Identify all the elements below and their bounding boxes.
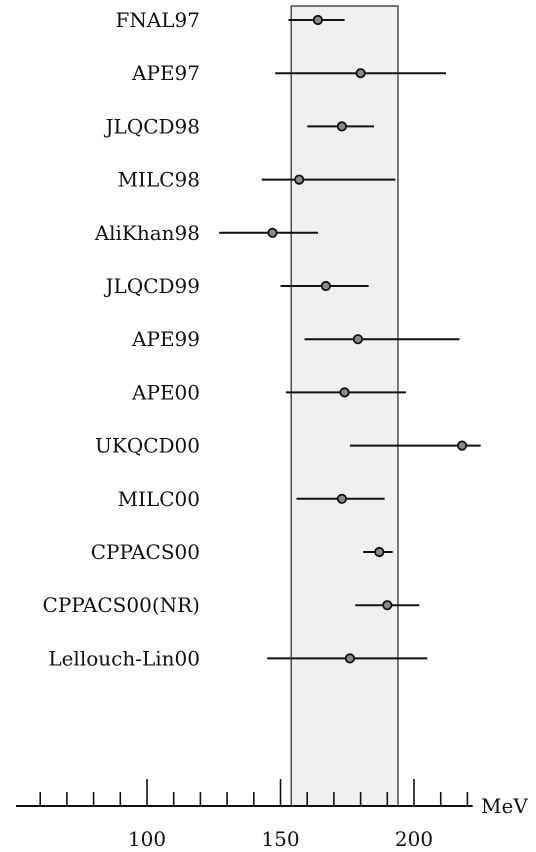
data-point xyxy=(336,493,348,504)
points-layer xyxy=(219,14,481,664)
data-point xyxy=(355,68,366,79)
data-point xyxy=(312,14,323,26)
average-band xyxy=(290,5,399,807)
row-label: APE97 xyxy=(131,61,200,85)
x-axis-label: MeV xyxy=(481,794,528,818)
row-label: JLQCD99 xyxy=(104,274,200,298)
row-label: Lellouch-Lin00 xyxy=(48,646,200,670)
data-point xyxy=(352,334,364,345)
data-point xyxy=(336,121,348,132)
row-label: APE00 xyxy=(131,380,200,404)
row-label: CPPACS00 xyxy=(91,540,200,564)
data-point xyxy=(320,280,331,292)
row-label: AliKhan98 xyxy=(94,221,200,245)
labels-layer: FNAL97 APE97 JLQCD98 MILC98 AliKhan98 JLQCD99… xyxy=(43,8,200,670)
row-label: APE99 xyxy=(131,327,200,351)
axis-layer: MeV 100 150 200 xyxy=(16,779,528,851)
data-point xyxy=(344,653,356,664)
band-layer xyxy=(290,5,399,807)
data-point xyxy=(374,546,385,558)
x-tick-label: 200 xyxy=(395,827,433,851)
x-tick-label: 100 xyxy=(128,827,166,851)
row-label: FNAL97 xyxy=(115,8,200,32)
data-point xyxy=(382,600,393,611)
row-label: MILC00 xyxy=(118,487,200,511)
row-label: UKQCD00 xyxy=(95,434,200,458)
data-point xyxy=(339,387,350,398)
x-tick-label: 150 xyxy=(261,827,299,851)
data-point xyxy=(294,174,305,185)
row-label: CPPACS00(NR) xyxy=(43,593,200,617)
row-label: JLQCD98 xyxy=(104,114,200,138)
row-label: MILC98 xyxy=(118,168,200,192)
data-point xyxy=(456,440,468,451)
data-point xyxy=(267,227,278,238)
